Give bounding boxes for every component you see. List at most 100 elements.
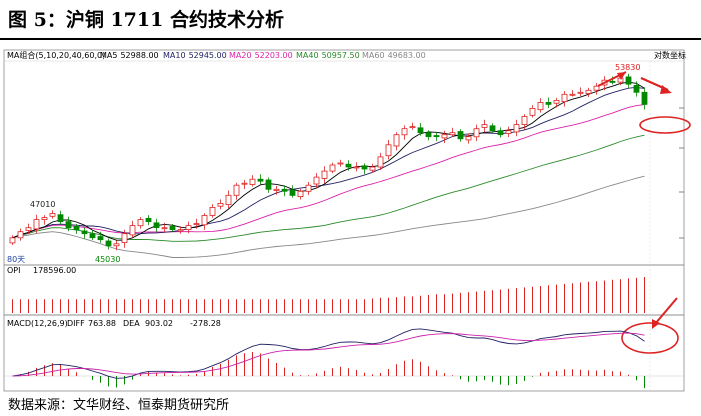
candle (513, 119, 520, 137)
macd-series (4, 328, 684, 389)
high-annotation: 47010 (30, 200, 55, 209)
ma20-line (12, 104, 645, 239)
candle-body (233, 184, 240, 196)
candle (129, 220, 136, 238)
candle-body (65, 221, 72, 229)
ma40-label: MA40 50957.50 (296, 51, 360, 60)
candle (289, 185, 296, 198)
candle-body (17, 231, 24, 239)
candle-body (505, 130, 512, 134)
opi-panel-frame (3, 264, 685, 316)
candle (73, 224, 80, 234)
opi-bars (12, 277, 645, 313)
candle-body (57, 214, 64, 222)
candle (545, 97, 552, 108)
candle-body (241, 182, 248, 185)
peak-annotation: 53830 (615, 63, 640, 72)
ma60-line (12, 175, 645, 258)
candle (553, 97, 560, 108)
candle-body (73, 225, 80, 230)
candle-body (137, 219, 144, 227)
candle (473, 124, 480, 142)
candle-body (593, 85, 600, 91)
log-scale-label: 对数坐标 (654, 50, 686, 60)
page-title: 图 5：沪铜 1711 合约技术分析 (8, 9, 284, 31)
candle-body (577, 91, 584, 94)
candle (377, 152, 384, 170)
candle (489, 123, 496, 133)
ma10-label: MA10 52945.00 (163, 51, 227, 60)
candle-body (41, 217, 48, 221)
candle-body (257, 178, 264, 182)
candle-body (529, 108, 536, 116)
candle-body (569, 93, 576, 96)
candle (121, 229, 128, 248)
dea-value: 903.02 (145, 319, 173, 328)
candle (105, 238, 112, 250)
ma5-line (12, 81, 645, 241)
dea-label: DEA (123, 319, 140, 328)
candle-body (409, 126, 416, 128)
candle (113, 240, 120, 251)
candle-body (81, 230, 88, 235)
candle-body (297, 190, 304, 198)
diff-line (12, 328, 645, 379)
candle (625, 73, 632, 88)
candle-body (129, 225, 136, 236)
period-label: 80天 (7, 255, 25, 264)
candle-body (145, 217, 152, 222)
candle (233, 182, 240, 200)
candle (65, 216, 72, 232)
candle-body (361, 165, 368, 170)
candle-body (289, 189, 296, 196)
candle (385, 140, 392, 160)
ma-cross-circle (639, 116, 691, 134)
candle-body (281, 188, 288, 192)
candle (185, 221, 192, 234)
candle (497, 127, 504, 138)
candle-body (537, 102, 544, 111)
candle (161, 222, 168, 233)
candle-body (585, 89, 592, 94)
ma60-value: 49683.00 (388, 51, 426, 60)
candle-body (465, 136, 472, 141)
candle (33, 214, 40, 234)
candle-body (513, 124, 520, 133)
candle-body (249, 178, 256, 185)
candlestick-series (9, 73, 648, 251)
candle-body (273, 188, 280, 191)
candle (97, 231, 104, 243)
candle (577, 87, 584, 96)
candle-body (161, 227, 168, 230)
candle (89, 229, 96, 240)
candle (153, 218, 160, 232)
candle-body (49, 213, 56, 217)
candle (297, 188, 304, 200)
candle-body (497, 130, 504, 136)
candle (449, 127, 456, 137)
candle-body (105, 240, 112, 247)
candle (417, 123, 424, 136)
candle-body (337, 162, 344, 165)
candle (561, 91, 568, 107)
candle-body (305, 184, 312, 192)
candle (241, 180, 248, 190)
candle-body (113, 243, 120, 247)
ma40-value: 50957.50 (322, 51, 360, 60)
candle (225, 190, 232, 209)
candle-body (25, 227, 32, 231)
candle (521, 114, 528, 130)
ma40-name: MA40 (296, 51, 319, 60)
candle (217, 199, 224, 210)
candle (537, 98, 544, 113)
candle (177, 226, 184, 234)
rise-arrowhead (617, 72, 626, 80)
candle-body (449, 132, 456, 136)
candle-body (329, 164, 336, 172)
candle-body (481, 124, 488, 128)
candle-body (425, 132, 432, 138)
candle-body (625, 76, 632, 85)
candle (281, 185, 288, 197)
candle-body (217, 202, 224, 207)
candle (641, 87, 648, 110)
